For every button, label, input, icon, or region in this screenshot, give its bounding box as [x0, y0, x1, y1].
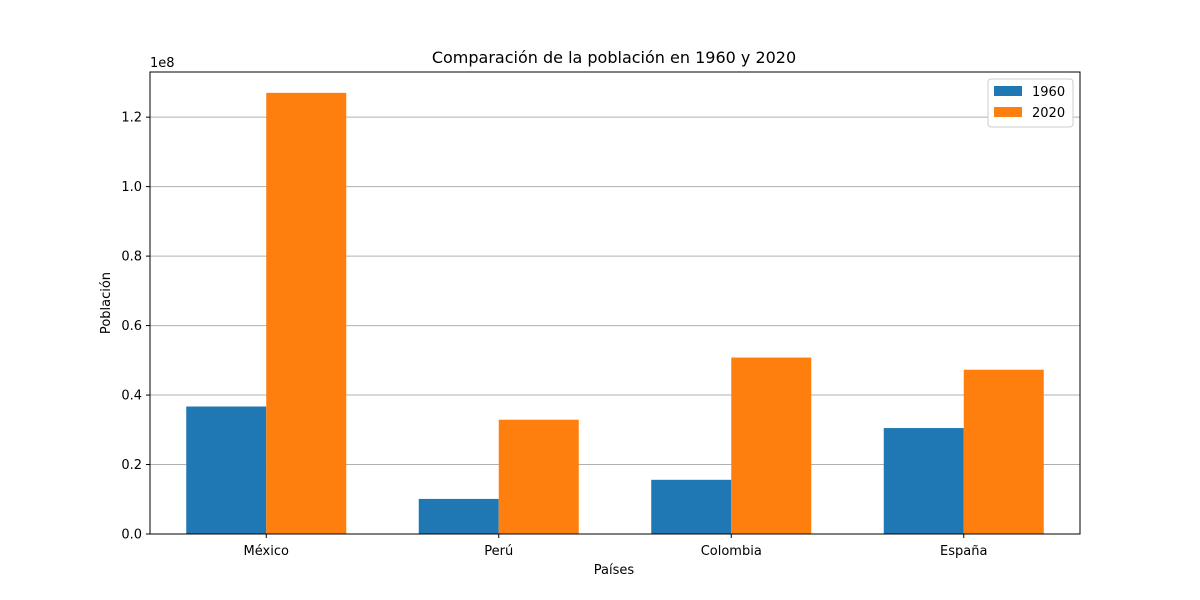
y-tick-label: 0.2 — [121, 458, 142, 473]
x-tick-label: México — [244, 544, 289, 559]
bar-2020-México — [266, 92, 347, 534]
x-tick-label: España — [940, 544, 987, 559]
bar-2020-España — [963, 369, 1044, 534]
legend-label-1960: 1960 — [1032, 85, 1065, 100]
y-tick-label: 0.0 — [121, 528, 142, 543]
x-tick-label: Perú — [484, 544, 513, 559]
legend: 1960 2020 — [987, 78, 1074, 128]
bar-1960-México — [186, 406, 267, 534]
x-axis-label: Países — [594, 563, 635, 578]
legend-swatch-2020 — [994, 107, 1022, 117]
bar-1960-España — [883, 428, 964, 534]
x-tick-label: Colombia — [701, 544, 762, 559]
bar-1960-Perú — [418, 498, 499, 534]
bar-1960-Colombia — [651, 479, 732, 534]
bar-2020-Perú — [498, 419, 579, 534]
bars — [186, 92, 1044, 534]
chart-title: Comparación de la población en 1960 y 20… — [432, 48, 796, 67]
y-tick-label: 0.4 — [121, 389, 142, 404]
y-axis-offset-label: 1e8 — [150, 56, 175, 71]
y-tick-label: 0.8 — [121, 250, 142, 265]
bar-2020-Colombia — [731, 357, 812, 534]
y-tick-label: 1.2 — [121, 111, 142, 126]
legend-swatch-1960 — [994, 86, 1022, 96]
plot-frame — [149, 71, 1081, 535]
legend-label-2020: 2020 — [1032, 106, 1065, 121]
y-tick-label: 0.6 — [121, 319, 142, 334]
y-tick-label: 1.0 — [121, 180, 142, 195]
axes — [149, 71, 1081, 535]
y-axis-label: Población — [99, 272, 114, 334]
ticks: 0.0 0.2 0.4 0.6 0.8 1.0 1.2 México Perú Colombia E… — [121, 111, 987, 559]
